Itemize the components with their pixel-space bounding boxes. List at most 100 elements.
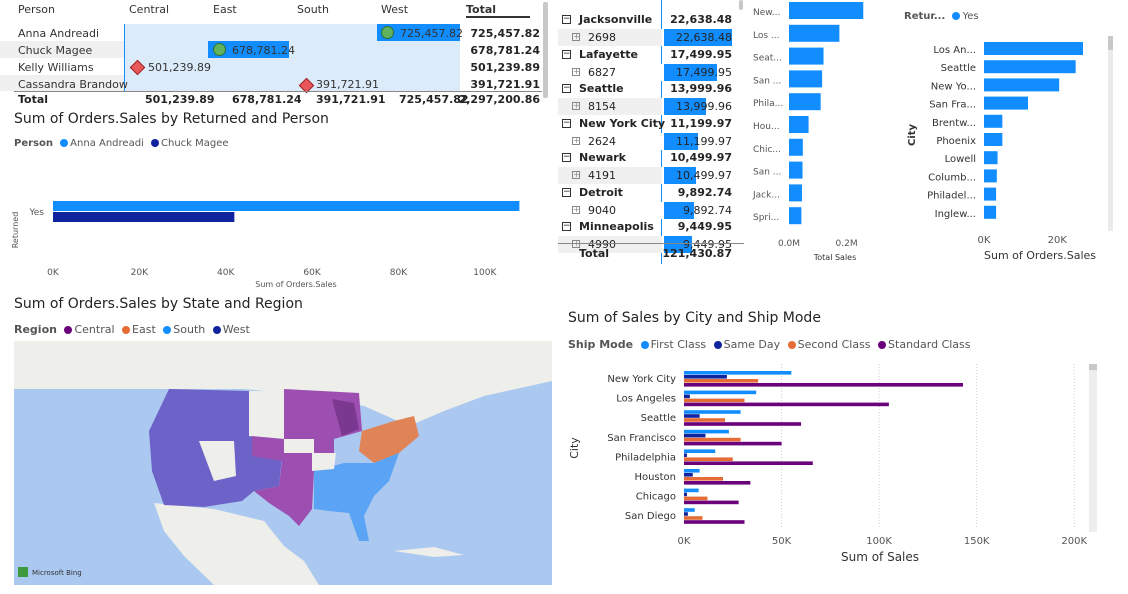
row-label[interactable]: Cassandra Brandow <box>18 78 128 91</box>
region-east[interactable] <box>359 416 419 463</box>
order-id[interactable]: 6827 <box>588 65 616 79</box>
cell-value[interactable]: 678,781.24 <box>232 44 295 57</box>
green-circle-icon <box>213 43 226 56</box>
order-id[interactable]: 4191 <box>588 169 616 182</box>
city-total[interactable]: 10,499.97 <box>670 151 732 164</box>
header-south[interactable]: South <box>297 3 329 16</box>
legend-item[interactable]: Second Class <box>797 338 871 351</box>
expand-icon[interactable]: + <box>572 66 580 76</box>
city-total[interactable]: 9,449.95 <box>677 220 732 233</box>
scroll-track[interactable] <box>1108 36 1113 231</box>
row-total[interactable]: 391,721.91 <box>470 78 540 91</box>
row-label[interactable]: Kelly Williams <box>18 61 94 74</box>
order-value[interactable]: 17,499.95 <box>676 65 732 79</box>
legend-item[interactable]: Same Day <box>723 338 781 351</box>
expand-icon[interactable]: + <box>572 32 580 41</box>
city-name[interactable]: Seattle <box>579 82 624 95</box>
x-tick-label: 0K <box>978 235 991 246</box>
legend-item[interactable]: First Class <box>650 338 707 351</box>
expand-icon[interactable]: + <box>572 204 580 214</box>
city-total[interactable]: 17,499.95 <box>670 47 732 61</box>
category-label: Brentw... <box>932 118 976 129</box>
order-id[interactable]: 9040 <box>588 203 616 217</box>
city-total[interactable]: 9,892.74 <box>677 185 732 199</box>
city-name[interactable]: Lafayette <box>579 47 638 61</box>
legend-item[interactable]: Standard Class <box>888 338 971 351</box>
city-name[interactable]: Newark <box>579 151 626 164</box>
bar-first-class <box>684 371 792 375</box>
cell-value[interactable]: 501,239.89 <box>148 61 211 74</box>
row-label[interactable]: Chuck Magee <box>18 44 93 57</box>
city-name[interactable]: Detroit <box>579 185 623 199</box>
order-value[interactable]: 22,638.48 <box>676 31 732 44</box>
green-circle-icon <box>381 26 394 39</box>
bar-second-class <box>684 496 708 501</box>
collapse-icon[interactable]: − <box>562 14 571 24</box>
order-id[interactable]: 4990 <box>588 238 616 251</box>
expand-icon[interactable]: + <box>572 101 580 110</box>
legend-item[interactable]: Anna Andreadi <box>70 138 144 149</box>
legend-item[interactable]: Yes <box>962 11 979 22</box>
bar <box>984 96 1028 110</box>
legend-title: Ship Mode <box>568 338 634 351</box>
scroll-track[interactable] <box>1089 364 1097 532</box>
order-value[interactable]: 10,499.97 <box>676 169 732 182</box>
total-divider <box>558 243 744 244</box>
us-region-map[interactable]: Microsoft Bing <box>14 341 552 585</box>
expand-icon[interactable]: + <box>572 170 580 179</box>
row-total[interactable]: 678,781.24 <box>470 44 540 57</box>
y-axis-label: City <box>907 123 918 146</box>
order-value[interactable]: 9,892.74 <box>683 203 732 217</box>
collapse-icon[interactable]: − <box>562 48 571 59</box>
order-id[interactable]: 2698 <box>588 31 616 44</box>
collapse-icon[interactable]: − <box>562 152 571 162</box>
legend-item[interactable]: Central <box>74 323 115 336</box>
city-name[interactable]: New York City <box>579 116 666 130</box>
category-label: Spri... <box>753 213 779 223</box>
city-total[interactable]: 13,999.96 <box>670 82 732 95</box>
region-central-lakes[interactable] <box>332 399 359 436</box>
bar <box>789 47 824 65</box>
order-value[interactable]: 11,199.97 <box>676 134 732 148</box>
city-total[interactable]: 11,199.97 <box>670 116 732 130</box>
header-west[interactable]: West <box>381 3 409 16</box>
table-scrollbar[interactable] <box>739 0 743 10</box>
cell-value[interactable]: 725,457.82 <box>400 27 463 40</box>
order-id[interactable]: 8154 <box>588 100 616 113</box>
state-unassigned <box>199 441 236 481</box>
scroll-thumb[interactable] <box>1089 364 1097 370</box>
data-bar <box>664 167 696 184</box>
city-name[interactable]: Jacksonville <box>579 13 653 26</box>
header-person[interactable]: Person <box>18 3 55 16</box>
legend-dot-icon <box>60 139 69 147</box>
collapse-icon[interactable]: − <box>562 83 571 93</box>
city-total[interactable]: 22,638.48 <box>670 13 732 26</box>
bar-second-class <box>684 516 703 520</box>
header-total[interactable]: Total <box>466 3 531 18</box>
order-value[interactable]: 13,999.96 <box>676 100 732 113</box>
region-central[interactable] <box>252 389 362 526</box>
row-label[interactable]: Anna Andreadi <box>18 27 100 40</box>
x-tick-label: 100K <box>866 536 892 547</box>
collapse-icon[interactable]: − <box>562 186 571 197</box>
order-id[interactable]: 2624 <box>588 134 616 148</box>
region-south[interactable] <box>314 453 399 541</box>
bar-first-class <box>684 429 729 434</box>
cell-value[interactable]: 391,721.91 <box>316 78 379 91</box>
legend-item[interactable]: Chuck Magee <box>161 138 229 149</box>
header-central[interactable]: Central <box>129 3 170 16</box>
matrix-scrollbar[interactable] <box>543 2 548 98</box>
row-total[interactable]: 725,457.82 <box>470 27 540 40</box>
order-value[interactable]: 9,449.95 <box>683 238 732 251</box>
collapse-icon[interactable]: − <box>562 117 571 128</box>
legend-item[interactable]: West <box>222 323 250 336</box>
scroll-thumb[interactable] <box>1108 36 1113 50</box>
x-tick-label: 200K <box>1061 536 1087 547</box>
city-name[interactable]: Minneapolis <box>579 220 654 233</box>
expand-icon[interactable]: + <box>572 135 580 145</box>
header-east[interactable]: East <box>213 3 237 16</box>
legend-item[interactable]: South <box>173 323 206 336</box>
collapse-icon[interactable]: − <box>562 221 571 231</box>
row-total[interactable]: 501,239.89 <box>470 61 540 74</box>
legend-item[interactable]: East <box>132 323 156 336</box>
